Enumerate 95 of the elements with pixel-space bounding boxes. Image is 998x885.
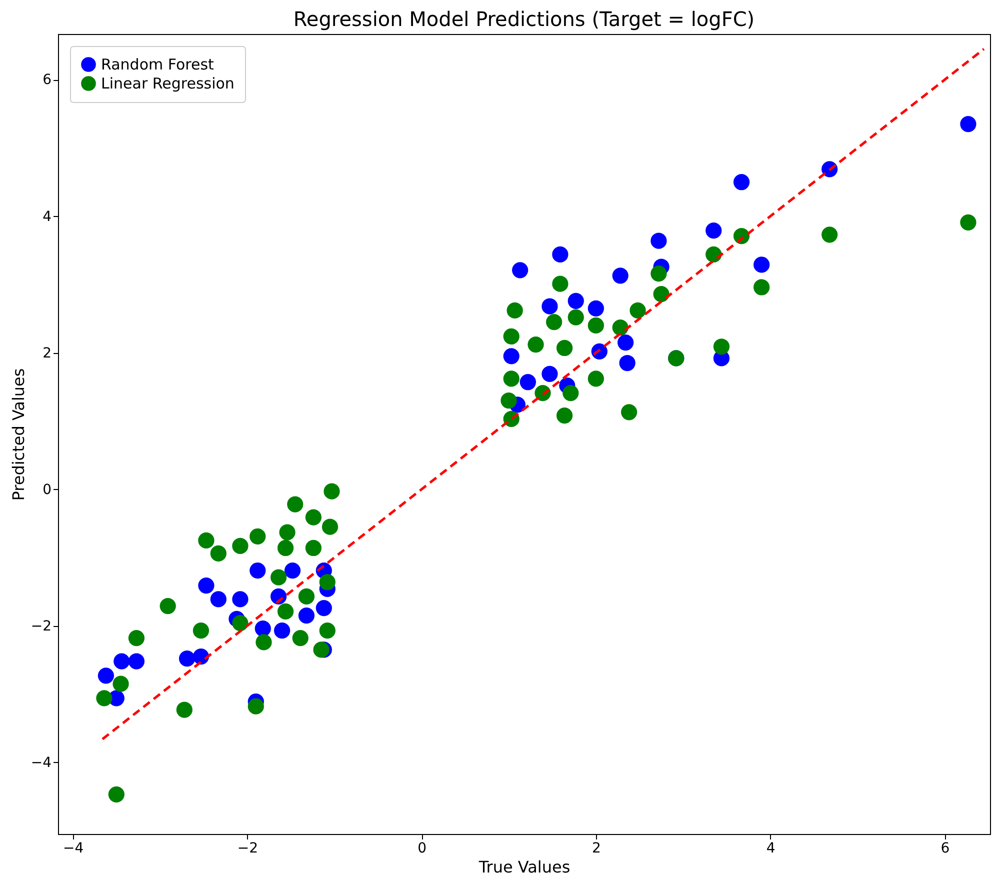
x-axis-title: True Values [478, 858, 570, 876]
point [305, 509, 322, 526]
x-tick-label: 0 [418, 840, 427, 856]
point [250, 528, 266, 544]
legend-label: Linear Regression [101, 74, 234, 92]
point [822, 226, 838, 243]
point [568, 292, 584, 309]
chart-title: Regression Model Predictions (Target = logFC) [293, 7, 755, 31]
point [210, 591, 226, 608]
point [630, 302, 646, 318]
point [733, 174, 750, 190]
point [512, 262, 528, 278]
point [108, 786, 124, 802]
point [198, 532, 214, 549]
point [650, 232, 667, 249]
y-tick-label: −4 [30, 754, 52, 771]
point [254, 620, 271, 637]
point [542, 366, 558, 382]
point [316, 600, 332, 616]
point [319, 574, 336, 590]
point [562, 385, 579, 402]
point [96, 690, 112, 706]
point [556, 408, 573, 424]
point [274, 622, 290, 639]
y-tick-label: −2 [30, 618, 52, 634]
point [324, 483, 340, 500]
point [160, 598, 176, 614]
point [298, 588, 315, 605]
point [618, 334, 634, 351]
point [552, 246, 568, 263]
point [232, 591, 248, 608]
point [556, 340, 573, 356]
point [250, 562, 266, 579]
point [612, 268, 628, 284]
point [506, 302, 523, 318]
point [546, 314, 562, 330]
point [287, 496, 304, 512]
point [620, 404, 638, 420]
point [128, 653, 145, 670]
y-tick-label: 2 [42, 345, 52, 362]
x-tick-label: 2 [592, 840, 601, 856]
point [528, 336, 544, 353]
point [98, 668, 114, 684]
point [128, 630, 145, 646]
point [298, 608, 315, 624]
point [178, 650, 196, 667]
point [500, 392, 517, 409]
point [706, 246, 722, 263]
x-tick-label: 4 [766, 840, 776, 856]
point [292, 630, 308, 646]
x-tick-label: 6 [940, 840, 950, 856]
y-tick-label: 6 [42, 72, 52, 88]
point [256, 634, 272, 650]
point [176, 702, 192, 718]
point [112, 676, 129, 692]
point [277, 540, 294, 556]
point [706, 222, 722, 239]
point [232, 538, 248, 554]
point [650, 266, 667, 282]
point [232, 615, 248, 632]
point [277, 603, 294, 620]
y-axis-title: Predicted Values [8, 368, 28, 501]
x-tick-label: −4 [63, 840, 84, 856]
point [552, 276, 568, 292]
point [588, 300, 604, 316]
point [114, 653, 130, 670]
point [754, 256, 770, 273]
legend-label: Random Forest [101, 56, 214, 74]
point [322, 518, 338, 535]
point [713, 338, 730, 355]
point [588, 317, 604, 334]
point [960, 116, 976, 132]
point [960, 214, 976, 230]
point [503, 348, 520, 364]
x-tick-label: −2 [237, 840, 258, 856]
point [284, 562, 301, 579]
point [503, 370, 520, 387]
point [210, 545, 226, 562]
point [520, 374, 536, 390]
point [248, 698, 264, 714]
point [270, 569, 287, 586]
point [653, 286, 670, 302]
y-tick-label: 4 [42, 208, 52, 225]
y-tick-label: 0 [42, 482, 52, 498]
point [319, 622, 336, 639]
point [619, 354, 636, 372]
point [279, 524, 296, 540]
point [198, 577, 214, 594]
point [568, 309, 584, 326]
point [305, 540, 322, 556]
point [588, 370, 604, 387]
point [192, 622, 210, 639]
point [542, 298, 558, 314]
point [754, 279, 770, 296]
point [503, 328, 520, 344]
